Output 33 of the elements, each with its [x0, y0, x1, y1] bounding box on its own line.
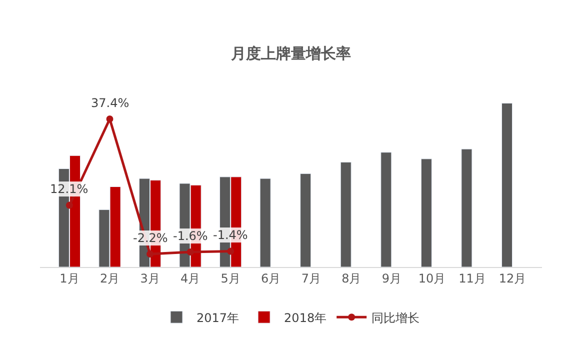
point [186, 248, 194, 256]
x-tick-label: 4月 [180, 271, 200, 286]
data-label: 37.4% [91, 96, 130, 110]
x-tick-label: 7月 [301, 271, 321, 286]
bar [420, 158, 432, 267]
x-tick-label: 10月 [418, 271, 446, 286]
data-label: -2.2% [133, 231, 168, 245]
x-tick-label: 5月 [220, 271, 240, 286]
x-tick-label: 11月 [458, 271, 486, 286]
bar [340, 162, 352, 267]
chart-title: 月度上牌量增长率 [230, 44, 351, 63]
point [227, 248, 234, 255]
data-label: -1.6% [173, 229, 208, 243]
point [106, 116, 114, 122]
bar [501, 102, 512, 267]
legend-label: 同比增长 [372, 310, 420, 325]
data-label: -1.4% [213, 228, 248, 242]
x-tick-label: 2月 [100, 271, 120, 286]
x-tick-label: 6月 [261, 271, 281, 286]
legend-label: 2017年 [196, 310, 240, 325]
x-tick-label: 9月 [382, 271, 402, 286]
x-tick-label: 3月 [140, 271, 160, 286]
bar [380, 152, 392, 267]
legend-label: 2018年 [284, 310, 327, 325]
bar [260, 178, 271, 267]
x-tick-label: 12月 [498, 271, 526, 286]
data-label: 12.1% [50, 182, 88, 196]
x-tick-label: 8月 [342, 271, 362, 286]
point [66, 202, 73, 209]
bar [461, 148, 472, 267]
bar [300, 173, 312, 267]
x-tick-label: 1月 [60, 271, 80, 286]
point [146, 250, 154, 258]
